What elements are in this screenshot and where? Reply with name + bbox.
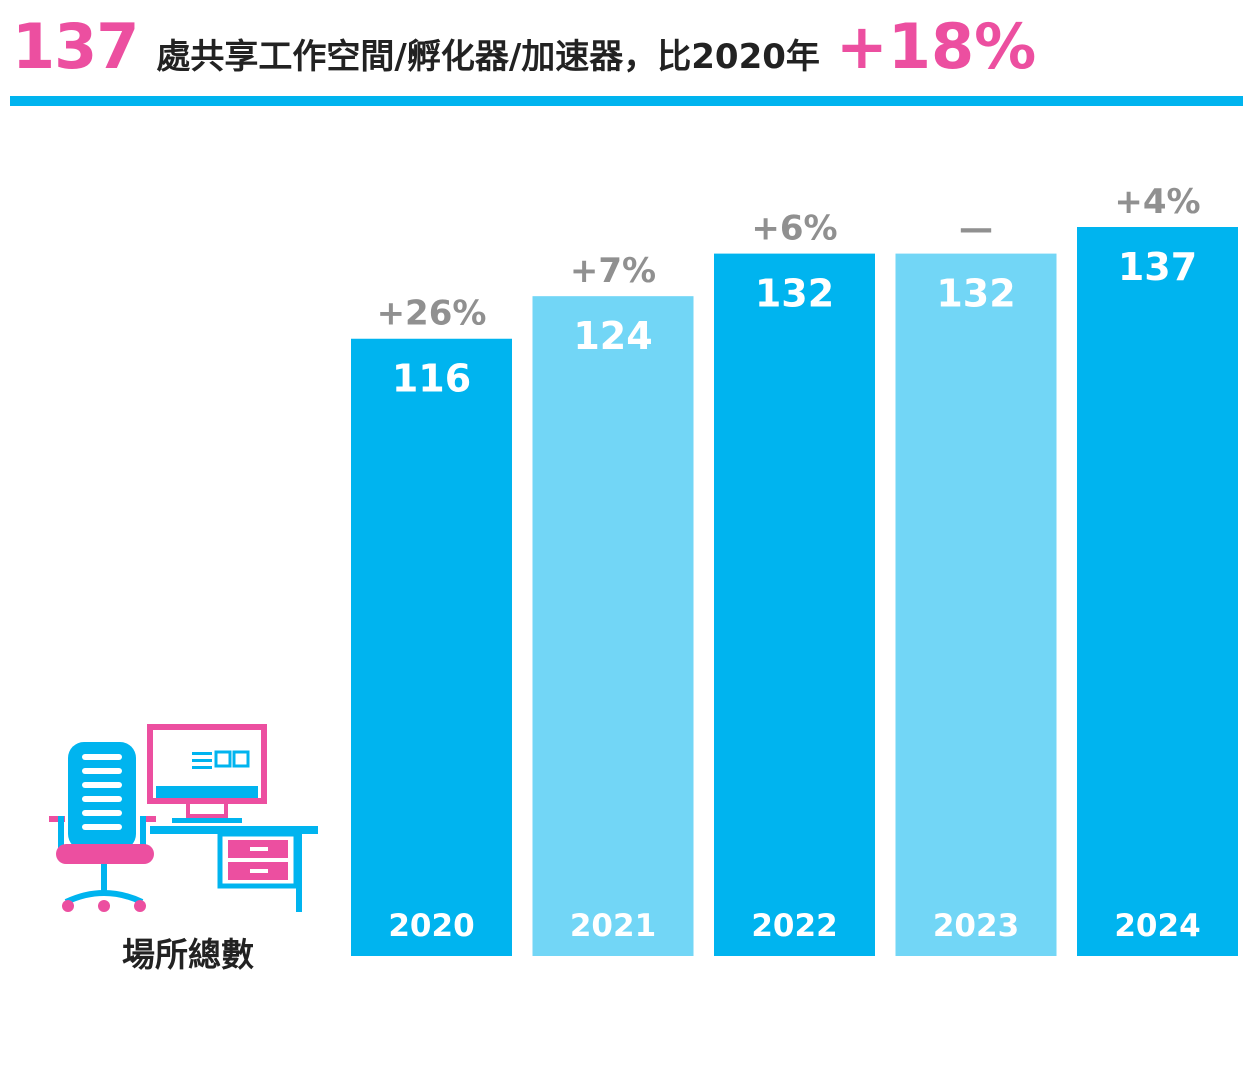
bar-2023 [895,253,1057,956]
chart-header: 137 處共享工作空間/孵化器/加速器，比2020年 +18% [12,10,1036,90]
bar-value-label: 132 [936,272,1015,316]
change-label: +7% [570,251,656,291]
desk-drawer-icon [217,831,299,889]
chair-back-icon [68,742,136,850]
headline-growth: +18% [835,10,1037,83]
bar-value-label: 137 [1118,245,1197,289]
bar-value-label: 116 [392,357,471,401]
change-label: +6% [751,209,837,249]
monitor-icon [147,724,267,823]
bar-value-label: 124 [573,314,652,358]
headline-subtitle: 處共享工作空間/孵化器/加速器，比2020年 [156,37,820,77]
x-tick-label: 2021 [570,908,656,944]
bar-2021 [532,296,694,956]
change-label: +26% [377,294,487,334]
y-axis-caption: 場所總數 [122,935,254,974]
header-divider [10,96,1243,106]
x-tick-label: 2022 [751,908,837,944]
office-desk-icon [49,724,318,912]
bar-2024 [1077,227,1238,956]
headline-count: 137 [12,10,139,83]
bar-2022 [714,253,875,956]
change-label: +4% [1114,182,1200,222]
bar-2020 [351,338,512,957]
x-tick-label: 2023 [933,908,1019,944]
change-label: — [959,209,993,249]
x-tick-label: 2020 [388,908,474,944]
bar-value-label: 132 [755,272,834,316]
x-tick-label: 2024 [1114,908,1200,944]
